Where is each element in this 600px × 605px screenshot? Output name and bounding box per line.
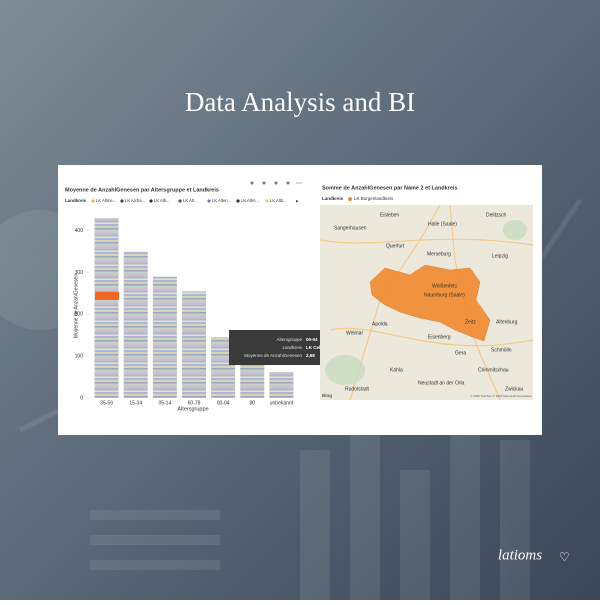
- heart-icon: ♡: [559, 550, 570, 564]
- tooltip-key: Altersgruppe: [276, 337, 302, 342]
- legend-arrow: ▸: [296, 198, 299, 204]
- forest: [325, 220, 527, 385]
- place-label: Delitzsch: [486, 212, 507, 218]
- place-label: Zeitz: [465, 319, 476, 325]
- legend-title: Landkreis: [322, 196, 344, 201]
- place-label: Weimar: [346, 330, 363, 336]
- visual-title: Somme de AnzahlGenesen par Name 2 et Lan…: [322, 185, 458, 191]
- visual-icons: [250, 181, 302, 185]
- tooltip-value: 00-04: [306, 337, 318, 342]
- y-tick-label: 100: [75, 354, 84, 360]
- x-tick-label: 35-59: [100, 400, 113, 406]
- legend-entry: LK Burgenlandkreis: [354, 196, 394, 201]
- legend-swatch: [149, 199, 153, 203]
- legend-swatch: [178, 199, 182, 203]
- x-tick-label: 15-34: [129, 400, 142, 406]
- legend-title: Landkreis: [65, 198, 87, 203]
- place-label: Schmölln: [491, 347, 512, 353]
- legend-entry: LK Altö...: [270, 198, 287, 203]
- place-label: Kahla: [390, 367, 403, 373]
- y-axis-title: Moyenne de AnzahlGenesen: [73, 274, 79, 338]
- y-tick-label: 400: [75, 228, 84, 234]
- legend-entry: LK Alten...: [212, 198, 231, 203]
- legend-swatch: [348, 197, 352, 201]
- bar: [123, 251, 148, 398]
- highlight-segment: [95, 292, 119, 300]
- x-tick-label: 00-04: [217, 400, 230, 406]
- bar: [94, 218, 119, 398]
- place-label: Neustadt an der Orla: [418, 380, 465, 386]
- x-axis-title: Altersgruppe: [177, 406, 208, 412]
- legend-entry: LK Aicha...: [125, 198, 145, 203]
- page-title: Data Analysis and BI: [185, 87, 415, 117]
- legend-swatch: [120, 199, 124, 203]
- attribution: © 2020 TomTom © 2020 Microsoft Corporati…: [470, 394, 532, 398]
- place-label: Gera: [455, 350, 466, 356]
- y-tick-label: 0: [80, 395, 83, 401]
- legend-entry: LK Alt...: [183, 198, 197, 203]
- place-label: Halle (Saale): [428, 221, 457, 227]
- x-tick-label: 05-14: [158, 400, 171, 406]
- brand: latioms: [498, 547, 542, 563]
- x-tick-label: 60-79: [188, 400, 201, 406]
- visual-title: Moyenne de AnzahlGenesen par Altersgrupp…: [65, 187, 219, 193]
- tooltip-key: Moyenne de AnzahlGenesen: [244, 353, 302, 358]
- y-tick-label: 200: [75, 312, 84, 318]
- place-label: Apolda: [372, 321, 388, 327]
- map-logo: Bing: [322, 393, 332, 398]
- legend-swatch: [265, 199, 269, 203]
- place-label: Altenburg: [496, 319, 518, 325]
- x-tick-label: 80: [250, 400, 256, 406]
- legend-swatch: [236, 199, 240, 203]
- legend-entry: LK Altme...: [96, 198, 116, 203]
- region: [369, 264, 491, 342]
- place-label: Merseburg: [427, 251, 451, 257]
- place-label: Sangerhausen: [334, 225, 367, 231]
- legend-swatch: [91, 199, 95, 203]
- place-label: Naumburg (Saale): [424, 292, 465, 298]
- tooltip-value: LK Celle: [306, 345, 325, 350]
- map-visual: Somme de AnzahlGenesen par Name 2 et Lan…: [319, 185, 534, 401]
- bar: [182, 291, 206, 398]
- place-label: Weißenfels: [432, 283, 457, 289]
- bar: [152, 276, 177, 398]
- legend-swatch: [207, 199, 211, 203]
- place-label: Eisleben: [380, 212, 399, 218]
- y-tick-label: 300: [75, 270, 84, 276]
- legend-entry: LK Alb...: [154, 198, 170, 203]
- roads: [319, 204, 534, 401]
- bar: [269, 372, 294, 398]
- place-label: Querfurt: [386, 243, 405, 249]
- place-label: Eisenberg: [428, 334, 451, 340]
- tooltip: Altersgruppe 00-04 Landkreis LK Celle Moyenn…: [229, 330, 325, 365]
- x-tick-label: unbekannt: [270, 400, 294, 406]
- place-label: Zwickau: [505, 386, 524, 392]
- place-label: Crimmitschau: [478, 367, 509, 373]
- legend-entry: LK Altm...: [241, 198, 259, 203]
- bar: [240, 364, 265, 398]
- place-label: Rudolstadt: [345, 386, 370, 392]
- bar-visual: Moyenne de AnzahlGenesen par Altersgrupp…: [65, 181, 325, 412]
- place-label: Leipzig: [492, 253, 508, 259]
- tooltip-key: Landkreis: [282, 345, 302, 350]
- tooltip-value: 2,68: [306, 353, 315, 358]
